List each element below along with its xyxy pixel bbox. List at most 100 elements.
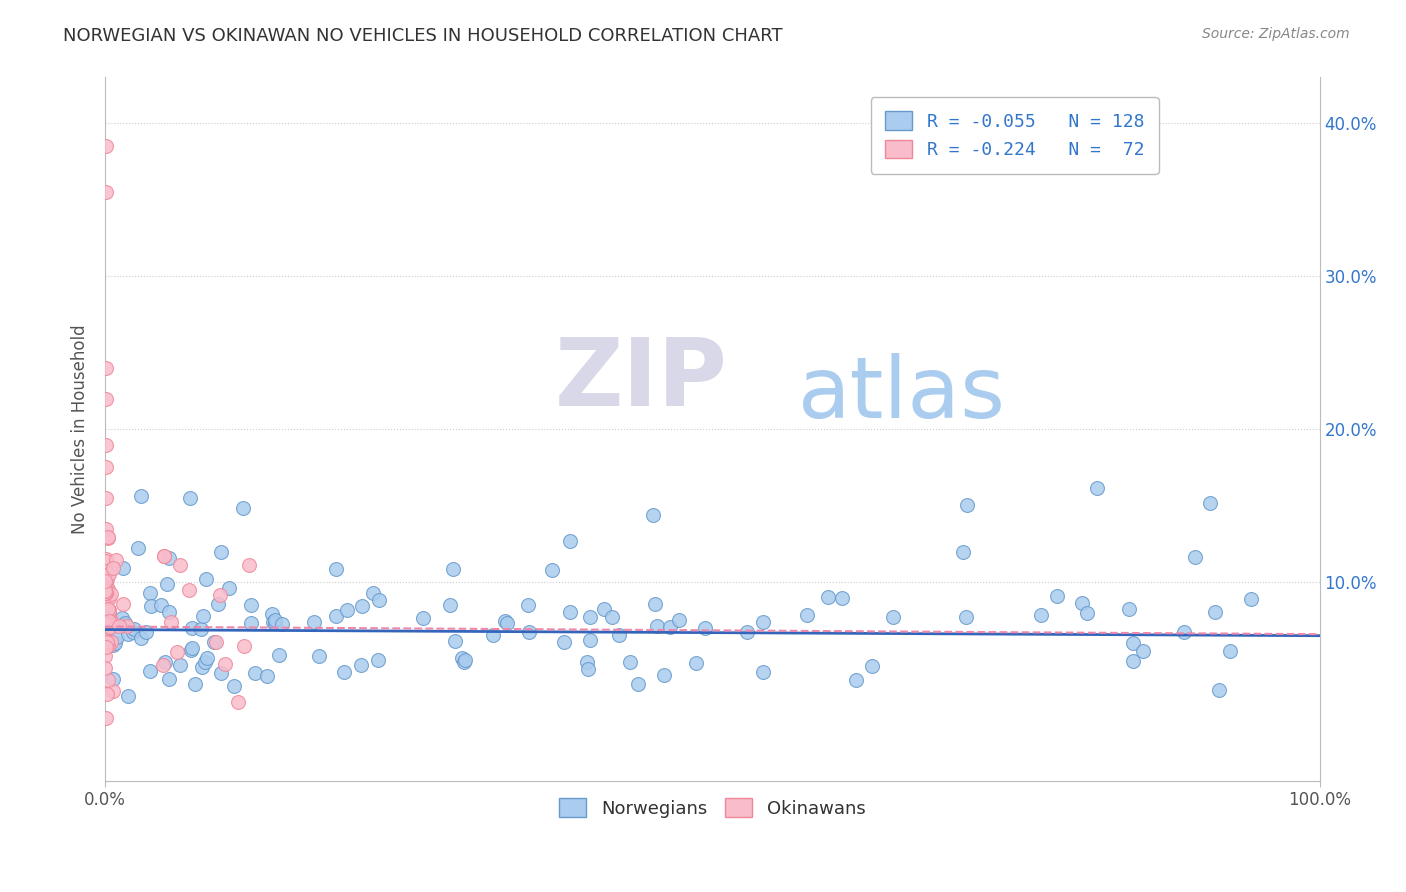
Point — [98, 606, 121, 620]
Point — [97, 567, 120, 582]
Point — [104, 553, 127, 567]
Point — [94, 574, 117, 588]
Point — [96, 585, 118, 599]
Point — [117, 689, 139, 703]
Point — [350, 657, 373, 672]
Point — [367, 653, 389, 667]
Point — [94, 711, 117, 725]
Point — [97, 632, 120, 646]
Point — [1204, 605, 1226, 619]
Point — [111, 597, 134, 611]
Point — [103, 672, 125, 686]
Point — [94, 611, 117, 625]
Point — [97, 615, 120, 630]
Point — [214, 657, 236, 672]
Point — [232, 500, 254, 515]
Point — [94, 640, 117, 654]
Point — [1118, 602, 1140, 616]
Point — [541, 562, 564, 576]
Point — [141, 599, 163, 613]
Point — [560, 605, 582, 619]
Text: atlas: atlas — [797, 352, 1005, 435]
Point — [96, 687, 118, 701]
Point — [367, 592, 389, 607]
Point — [108, 619, 131, 633]
Point — [202, 635, 225, 649]
Text: Source: ZipAtlas.com: Source: ZipAtlas.com — [1202, 27, 1350, 41]
Point — [97, 532, 120, 546]
Point — [100, 587, 122, 601]
Point — [157, 672, 180, 686]
Point — [191, 608, 214, 623]
Point — [553, 634, 575, 648]
Point — [308, 648, 330, 663]
Point — [1085, 481, 1108, 495]
Point — [111, 610, 134, 624]
Point — [226, 695, 249, 709]
Point — [1184, 550, 1206, 565]
Point — [558, 534, 581, 549]
Point — [441, 561, 464, 575]
Point — [96, 585, 118, 599]
Point — [96, 583, 118, 598]
Point — [94, 583, 117, 598]
Point — [238, 558, 260, 573]
Point — [96, 624, 118, 638]
Point — [451, 650, 474, 665]
Point — [127, 541, 149, 556]
Point — [96, 575, 118, 590]
Point — [956, 498, 979, 512]
Point — [831, 591, 853, 606]
Point — [111, 560, 134, 574]
Point — [205, 635, 228, 649]
Point — [454, 653, 477, 667]
Point — [190, 660, 212, 674]
Point — [453, 656, 475, 670]
Point — [209, 545, 232, 559]
Point — [179, 582, 201, 597]
Point — [96, 635, 118, 649]
Text: NORWEGIAN VS OKINAWAN NO VEHICLES IN HOUSEHOLD CORRELATION CHART: NORWEGIAN VS OKINAWAN NO VEHICLES IN HOU… — [63, 27, 783, 45]
Point — [101, 684, 124, 698]
Point — [153, 549, 176, 563]
Point — [222, 679, 245, 693]
Point — [152, 549, 174, 564]
Point — [444, 633, 467, 648]
Point — [336, 603, 359, 617]
Point — [209, 665, 232, 680]
Point — [96, 598, 118, 612]
Point — [626, 677, 648, 691]
Point — [190, 622, 212, 636]
Point — [796, 607, 818, 622]
Point — [1046, 590, 1069, 604]
Point — [97, 589, 120, 603]
Point — [129, 631, 152, 645]
Point — [96, 139, 118, 153]
Point — [105, 630, 128, 644]
Point — [643, 508, 665, 522]
Point — [98, 591, 121, 606]
Point — [1219, 644, 1241, 658]
Point — [96, 460, 118, 475]
Point — [94, 661, 117, 675]
Point — [153, 655, 176, 669]
Point — [156, 577, 179, 591]
Point — [578, 609, 600, 624]
Point — [96, 361, 118, 376]
Point — [1071, 596, 1094, 610]
Point — [103, 638, 125, 652]
Point — [97, 604, 120, 618]
Point — [1122, 636, 1144, 650]
Point — [412, 611, 434, 625]
Point — [302, 615, 325, 629]
Point — [232, 640, 254, 654]
Point — [576, 662, 599, 676]
Point — [150, 598, 173, 612]
Point — [169, 558, 191, 572]
Point — [817, 591, 839, 605]
Point — [325, 562, 347, 576]
Point — [1076, 606, 1098, 620]
Point — [439, 598, 461, 612]
Point — [96, 185, 118, 199]
Point — [122, 622, 145, 636]
